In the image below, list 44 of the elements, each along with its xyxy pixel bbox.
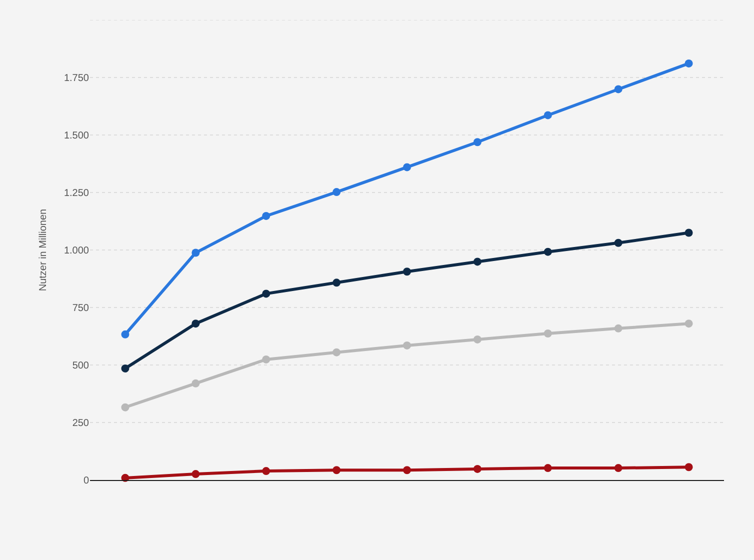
point <box>614 238 622 247</box>
point <box>332 278 341 287</box>
point <box>614 464 622 472</box>
point <box>262 212 270 220</box>
point <box>121 330 130 338</box>
y-tick-label: 500 <box>72 360 90 372</box>
point <box>192 470 200 478</box>
y-tick-label: 0 <box>83 476 90 486</box>
point <box>192 248 200 257</box>
point <box>332 188 341 196</box>
point <box>544 111 552 120</box>
y-tick-label: 750 <box>72 303 90 314</box>
point <box>473 464 482 473</box>
point <box>121 403 130 412</box>
point <box>684 59 693 68</box>
y-tick-label: 250 <box>72 418 90 429</box>
point <box>684 228 693 237</box>
point <box>262 290 270 298</box>
y-tick-label: 1.250 <box>64 188 90 199</box>
point <box>332 466 341 474</box>
y-axis-title: Nutzer in Millionen <box>38 208 49 292</box>
point <box>544 329 552 338</box>
y-tick-label: 1.750 <box>64 73 90 84</box>
point <box>684 463 693 472</box>
point <box>473 335 482 344</box>
point <box>544 248 552 256</box>
point <box>262 467 270 476</box>
point <box>473 258 482 266</box>
point <box>192 379 200 388</box>
point <box>544 464 552 472</box>
point <box>473 138 482 146</box>
point <box>684 320 693 328</box>
point <box>332 348 341 356</box>
point <box>192 320 200 328</box>
y-tick-label: 1.000 <box>64 246 90 256</box>
y-tick-label: 1.500 <box>64 130 90 142</box>
point <box>121 364 130 372</box>
point <box>403 268 411 276</box>
point <box>403 341 411 350</box>
point <box>403 163 411 172</box>
point <box>614 85 622 94</box>
point <box>403 466 411 474</box>
point <box>262 355 270 364</box>
point <box>614 324 622 332</box>
